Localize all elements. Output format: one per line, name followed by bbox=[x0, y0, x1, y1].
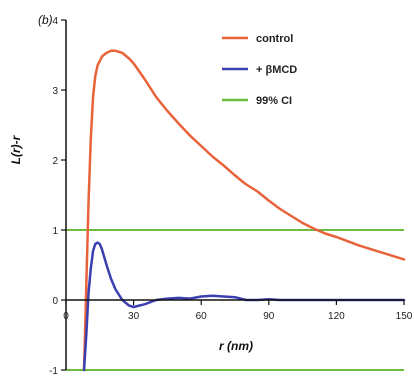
x-tick-label-5: 150 bbox=[396, 311, 413, 322]
legend-label-control: control bbox=[256, 33, 293, 45]
x-tick-label-2: 60 bbox=[196, 311, 208, 322]
y-tick-label-5: 4 bbox=[52, 16, 58, 27]
series-line-0 bbox=[82, 49, 406, 372]
x-tick-label-4: 120 bbox=[328, 311, 345, 322]
axes: -1 0 1 2 3 4 0 30 60 90 120 150 bbox=[49, 16, 413, 376]
x-axis-title: r (nm) bbox=[219, 339, 253, 353]
y-axis-title: L(r)-r bbox=[9, 134, 23, 164]
plot-area bbox=[66, 49, 406, 372]
legend: control + βMCD 99% CI bbox=[222, 33, 297, 107]
y-tick-label-2: 1 bbox=[52, 226, 58, 237]
legend-label-bmcd: + βMCD bbox=[256, 64, 297, 76]
legend-label-ci: 99% CI bbox=[256, 95, 292, 107]
x-tick-label-3: 90 bbox=[263, 311, 275, 322]
y-tick-label-4: 3 bbox=[52, 86, 58, 97]
panel-label: (b) bbox=[38, 13, 53, 27]
x-tick-label-1: 30 bbox=[128, 311, 140, 322]
x-tick-label-0: 0 bbox=[63, 311, 69, 322]
y-tick-label-0: -1 bbox=[49, 366, 58, 376]
y-tick-label-3: 2 bbox=[52, 156, 58, 167]
y-tick-label-1: 0 bbox=[52, 296, 58, 307]
